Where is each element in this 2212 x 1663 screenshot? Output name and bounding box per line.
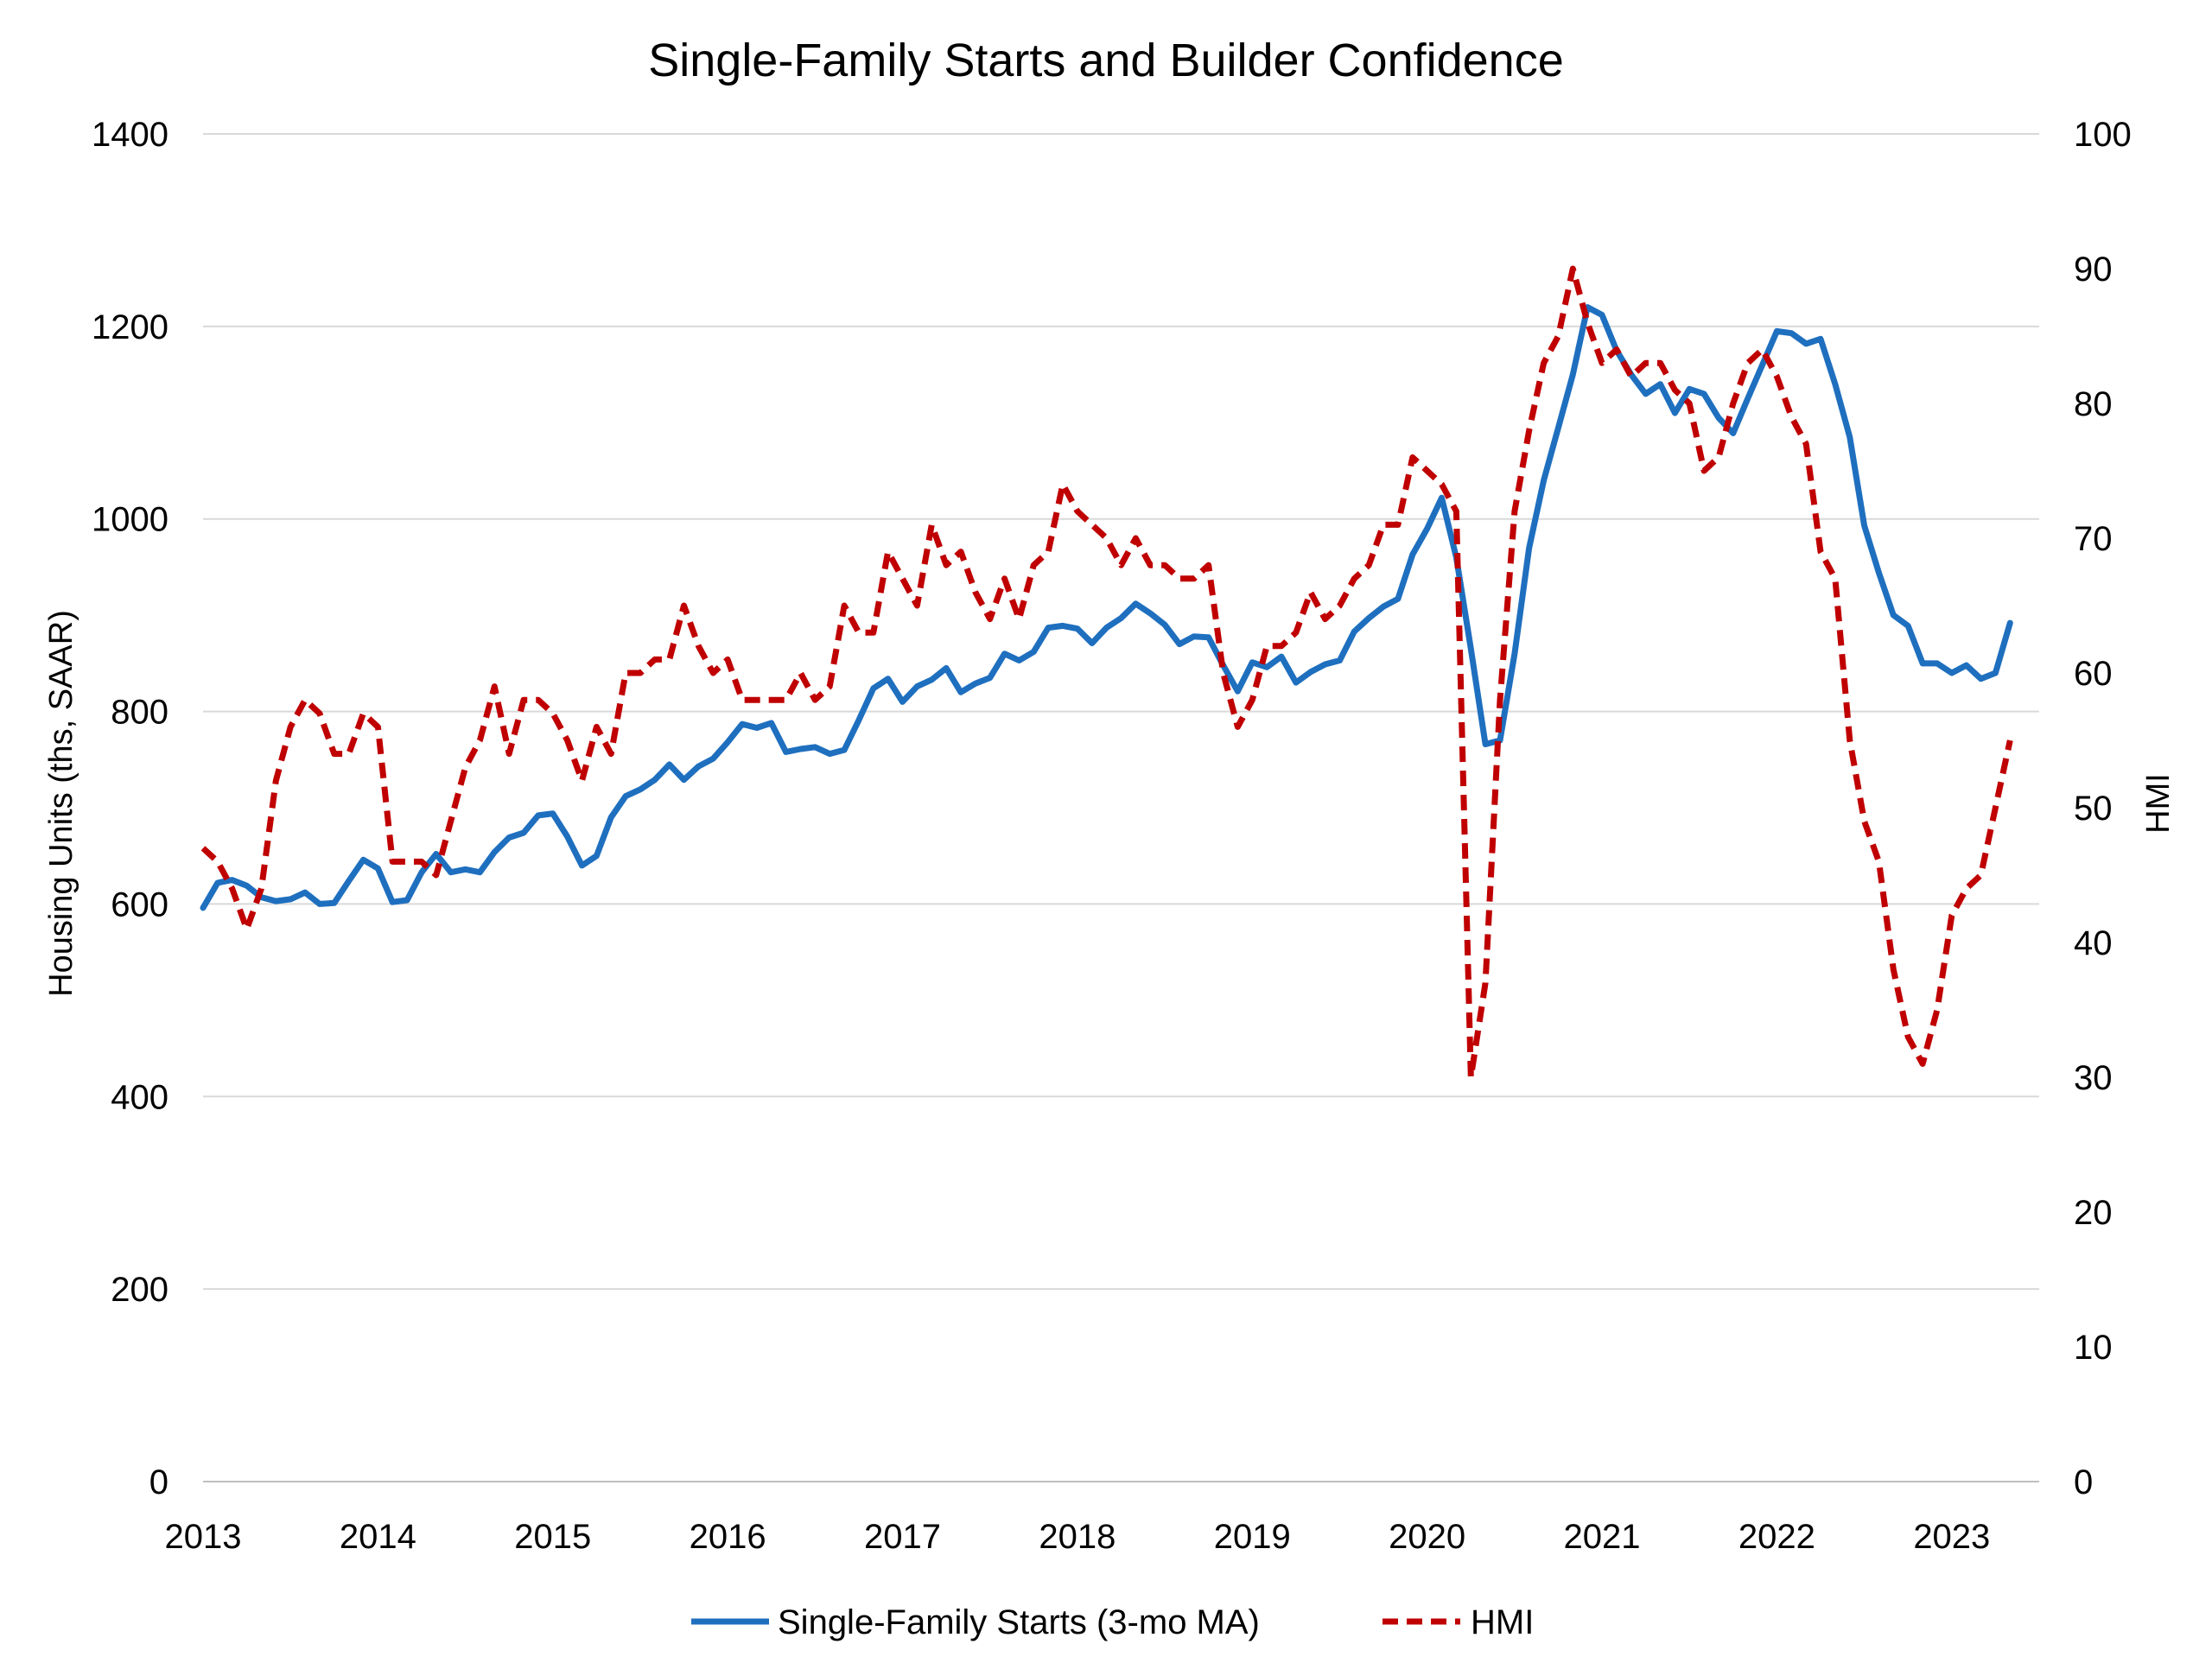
y2-tick-label: 0: [2074, 1463, 2093, 1501]
x-tick-label: 2015: [514, 1518, 591, 1556]
x-tick-label: 2022: [1738, 1518, 1815, 1556]
y2-tick-label: 60: [2074, 655, 2113, 693]
x-tick-label: 2023: [1913, 1518, 1990, 1556]
y-tick-label: 400: [111, 1078, 168, 1116]
x-tick-label: 2018: [1039, 1518, 1116, 1556]
x-tick-label: 2016: [690, 1518, 766, 1556]
gridlines: [203, 133, 2039, 1291]
x-tick-label: 2017: [864, 1518, 941, 1556]
y2-tick-label: 100: [2074, 116, 2132, 154]
y2-tick-label: 40: [2074, 924, 2113, 962]
chart-title: Single-Family Starts and Builder Confide…: [648, 35, 1564, 86]
y-tick-label: 0: [149, 1463, 168, 1501]
x-tick-label: 2013: [165, 1518, 242, 1556]
series-line-starts: [200, 304, 2013, 911]
legend: Single-Family Starts (3-mo MA) HMI: [691, 1603, 1534, 1641]
y-tick-label: 800: [111, 694, 168, 732]
legend-label-hmi: HMI: [1471, 1603, 1534, 1641]
y2-tick-label: 10: [2074, 1329, 2113, 1367]
legend-label-starts: Single-Family Starts (3-mo MA): [778, 1603, 1260, 1641]
y-tick-label: 200: [111, 1271, 168, 1309]
y2-tick-label: 80: [2074, 385, 2113, 423]
axes: 0 200 400 600 800 1000 1200 1400 0 10 20 30 40 50 60 70…: [92, 116, 2132, 1556]
series-lines: [200, 265, 2013, 1081]
y2-axis-label: HMI: [2140, 773, 2177, 834]
y-tick-label: 1000: [92, 501, 168, 539]
y-tick-label: 1400: [92, 116, 168, 154]
y2-tick-label: 30: [2074, 1059, 2113, 1097]
y2-tick-label: 70: [2074, 520, 2113, 558]
y-tick-label: 600: [111, 885, 168, 924]
y-axis-label: Housing Units (ths, SAAR): [43, 610, 79, 997]
y2-tick-label: 90: [2074, 251, 2113, 289]
x-tick-label: 2021: [1564, 1518, 1641, 1556]
x-tick-label: 2014: [340, 1518, 416, 1556]
y2-tick-label: 20: [2074, 1194, 2113, 1232]
x-tick-label: 2019: [1214, 1518, 1291, 1556]
y2-tick-label: 50: [2074, 790, 2113, 828]
y-tick-label: 1200: [92, 308, 168, 346]
x-tick-label: 2020: [1389, 1518, 1465, 1556]
series-line-hmi: [200, 265, 2013, 1081]
